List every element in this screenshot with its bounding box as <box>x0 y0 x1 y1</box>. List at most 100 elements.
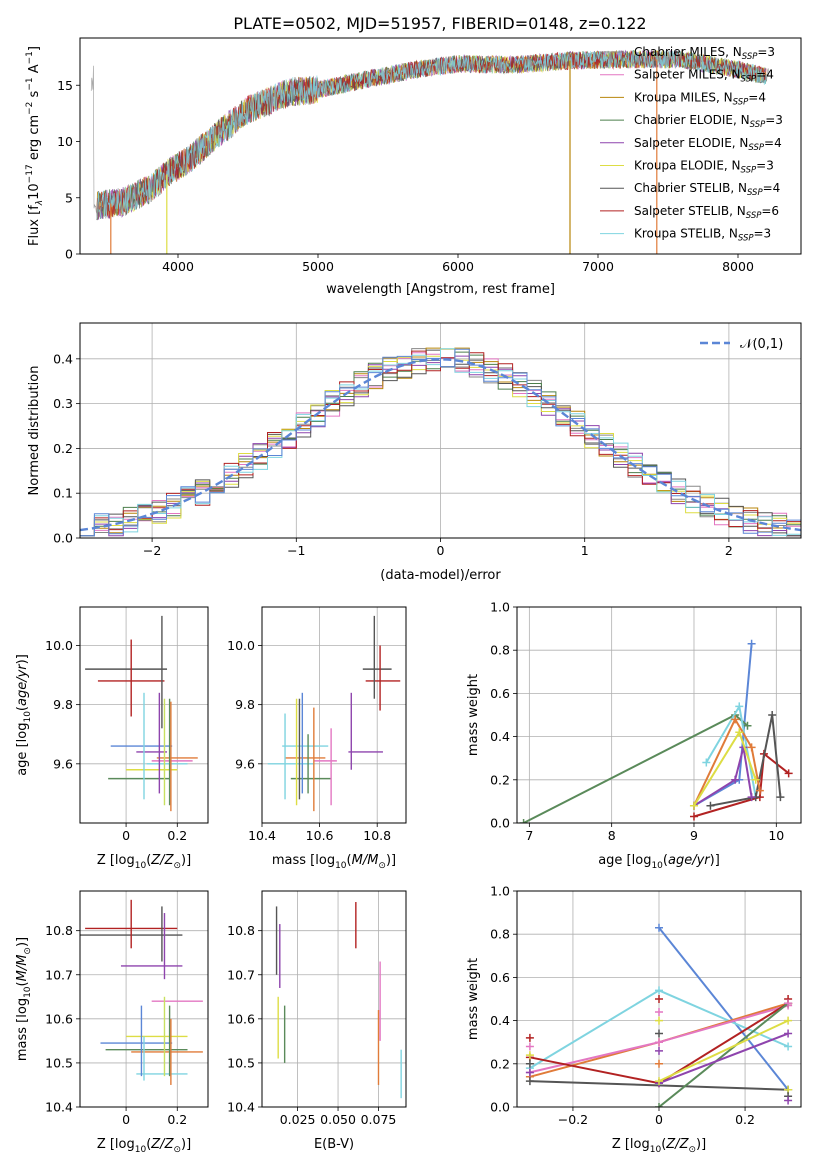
weight-marker <box>525 1077 534 1086</box>
x-tick-label: 0.075 <box>361 1112 397 1127</box>
y-tick-label: 5 <box>65 190 73 205</box>
plot-area-weight-vs-age <box>519 639 793 823</box>
axes-frame <box>79 322 802 539</box>
weight-marker <box>655 995 663 1003</box>
x-tick-label: 0 <box>122 1112 130 1127</box>
axes-frame <box>261 606 407 824</box>
y-axis-label: age [log10(age/yr)] <box>15 654 33 776</box>
weight-line <box>658 1002 789 1107</box>
x-tick-label: 10 <box>768 828 784 843</box>
weight-marker <box>655 1103 663 1107</box>
x-tick-label: 1 <box>581 543 589 558</box>
x-tick-label: 0.2 <box>735 1112 755 1127</box>
legend-label: Chabrier MILES, NSSP=3 <box>634 45 775 62</box>
plot-area-age-vs-Z <box>85 615 198 812</box>
weight-marker <box>755 786 764 795</box>
weight-marker <box>689 801 698 810</box>
x-tick-label: 7 <box>525 828 533 843</box>
weight-marker <box>784 1042 793 1051</box>
y-tick-label: 0.2 <box>490 772 510 787</box>
chart-mass-vs-Z: 0 0.2 10.4 10.5 10.6 10.7 10.8 Z [log10(Z/Z⊙)] m… <box>15 890 209 1155</box>
chart-age-vs-Z: 0 0.2 9.6 9.8 10.0 Z [log10(Z/Z⊙)] age [log10(… <box>15 606 209 871</box>
weight-marker <box>689 812 698 821</box>
y-tick-label: 9.8 <box>53 697 73 712</box>
chart-age-vs-mass: 10.4 10.6 10.8 9.6 9.8 10.0 mass [log10(M/M⊙)] <box>227 606 407 871</box>
weight-marker <box>655 1029 663 1038</box>
legend-label: Kroupa MILES, NSSP=4 <box>634 90 766 107</box>
x-tick-label: 0.2 <box>167 1112 187 1127</box>
x-tick-label: 2 <box>725 543 733 558</box>
weight-marker <box>735 702 744 711</box>
y-tick-label: 10.8 <box>227 923 255 938</box>
weight-marker <box>735 728 744 737</box>
x-axis-label: mass [log10(M/M⊙)] <box>272 853 396 871</box>
plot-area-residuals <box>80 347 801 537</box>
weight-marker <box>655 1059 663 1068</box>
y-tick-label: 10.6 <box>45 1011 73 1026</box>
x-axis-label: Z [log10(Z/Z⊙)] <box>612 1137 706 1155</box>
axes-frame <box>79 37 802 255</box>
weight-marker <box>655 1007 663 1016</box>
weight-marker <box>784 999 793 1008</box>
weight-marker <box>784 1029 793 1038</box>
y-tick-label: 10.4 <box>227 1100 255 1115</box>
legend-label: Kroupa STELIB, NSSP=3 <box>634 227 771 244</box>
x-tick-label: 0 <box>655 1112 663 1127</box>
weight-marker <box>747 743 756 752</box>
x-tick-label: 0 <box>122 828 130 843</box>
x-tick-label: 0.050 <box>320 1112 356 1127</box>
y-tick-label: 0.0 <box>490 816 510 831</box>
weight-marker <box>655 1016 663 1025</box>
y-tick-label: 0 <box>65 247 73 262</box>
weight-marker <box>525 1068 534 1077</box>
y-axis-label: mass weight <box>466 674 481 756</box>
x-tick-label: 8000 <box>722 259 754 274</box>
x-tick-label: −1 <box>287 543 305 558</box>
weight-line <box>710 714 782 807</box>
x-tick-label: 4000 <box>162 259 194 274</box>
y-tick-label: 0.1 <box>53 486 73 501</box>
chart-weight-vs-Z: −0.2 0 0.2 0.0 0.2 0.4 0.6 0.8 1.0 Z [log10(Z/Z⊙)… <box>466 884 802 1155</box>
y-tick-label: 0.6 <box>490 686 510 701</box>
y-tick-label: 10 <box>57 134 73 149</box>
x-tick-label: 0 <box>437 543 445 558</box>
x-tick-label: 9 <box>690 828 698 843</box>
y-tick-label: 10.7 <box>227 967 255 982</box>
weight-line <box>523 713 749 823</box>
legend-label: Kroupa ELODIE, NSSP=3 <box>634 159 774 176</box>
y-tick-label: 10.7 <box>45 967 73 982</box>
plot-area-spectrum <box>90 49 770 254</box>
y-axis-label: Normed distribution <box>27 366 42 496</box>
weight-line <box>693 717 761 807</box>
weight-marker <box>747 793 756 802</box>
y-axis-label: Flux [fλ10−17 erg cm−2 s−1 A−1] <box>25 46 45 246</box>
y-tick-label: 0.4 <box>490 1013 510 1028</box>
weight-marker <box>784 1096 793 1105</box>
spectrum-line <box>96 50 767 220</box>
legend-label: Salpeter ELODIE, NSSP=4 <box>634 136 782 153</box>
y-tick-label: 10.0 <box>227 638 255 653</box>
y-tick-label: 0.3 <box>53 396 73 411</box>
weight-marker <box>784 1016 793 1025</box>
y-tick-label: 10.4 <box>45 1100 73 1115</box>
plot-area-mass-vs-Z <box>80 899 203 1085</box>
y-tick-label: 9.8 <box>235 697 255 712</box>
y-tick-label: 10.6 <box>227 1011 255 1026</box>
y-tick-label: 0.8 <box>490 643 510 658</box>
weight-line <box>658 1032 789 1085</box>
legend-label: Chabrier ELODIE, NSSP=3 <box>634 113 783 130</box>
y-tick-label: 1.0 <box>490 884 510 899</box>
axes-frame <box>516 890 802 1108</box>
weight-marker <box>655 1077 663 1086</box>
weight-marker <box>519 819 528 823</box>
weight-marker <box>525 1051 534 1060</box>
chart-weight-vs-age: 7 8 9 10 0.0 0.2 0.4 0.6 0.8 1.0 age [log10(age/yr… <box>466 600 802 871</box>
y-tick-label: 0.0 <box>490 1100 510 1115</box>
y-tick-label: 0.8 <box>490 927 510 942</box>
y-tick-label: 9.6 <box>53 756 73 771</box>
weight-marker <box>655 1046 663 1055</box>
weight-marker <box>768 711 777 719</box>
x-tick-label: 10.8 <box>363 828 391 843</box>
figure-title: PLATE=0502, MJD=51957, FIBERID=0148, z=0… <box>233 14 646 33</box>
